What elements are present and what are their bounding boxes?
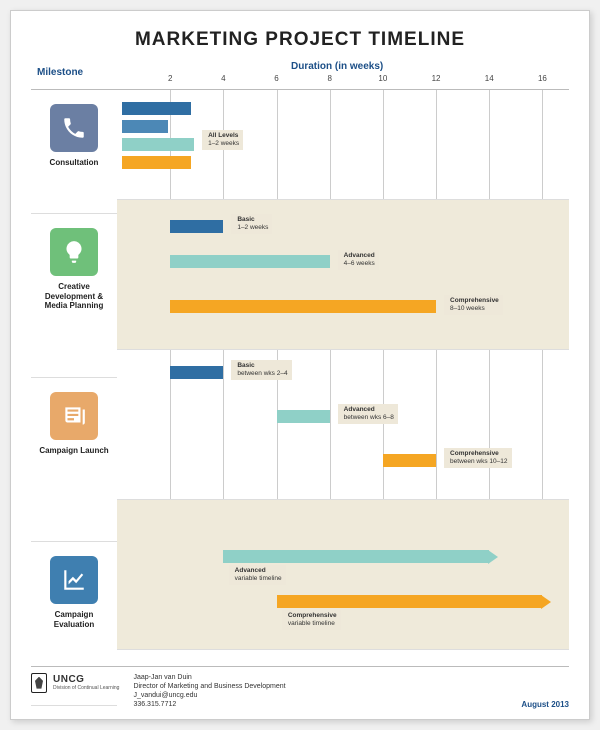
contact-email: J_vandui@uncg.edu xyxy=(133,691,285,700)
milestone-label: Campaign Evaluation xyxy=(31,610,117,637)
duration-header: Duration (in weeks) xyxy=(291,61,383,72)
bar-note: Advancedbetween wks 6–8 xyxy=(338,404,398,424)
bar-note: All Levels1–2 weeks xyxy=(202,130,243,150)
axis-tick: 4 xyxy=(221,74,225,83)
footer-date: August 2013 xyxy=(521,700,569,709)
milestone-label: Consultation xyxy=(31,158,117,176)
org-subtitle: Division of Continual Learning xyxy=(53,685,119,691)
footer: UNCG Division of Continual Learning Jaap… xyxy=(31,666,569,709)
contact-name: Jaap-Jan van Duin xyxy=(133,673,285,682)
bar-note: Basic1–2 weeks xyxy=(231,214,272,234)
gantt-bar xyxy=(170,366,223,379)
bar-arrow-icon xyxy=(488,550,498,564)
bar-note: Comprehensivevariable timeline xyxy=(282,610,341,630)
org-name: UNCG xyxy=(53,674,119,685)
gantt-bar xyxy=(122,120,167,133)
chart-icon xyxy=(50,556,98,604)
org-logo-block: UNCG Division of Continual Learning xyxy=(31,673,119,693)
axis-tick: 16 xyxy=(538,74,547,83)
contact-phone: 336.315.7712 xyxy=(133,700,285,709)
gantt-plot: 246810121416All Levels1–2 weeksBasic1–2 … xyxy=(117,90,569,649)
axis-tick: 14 xyxy=(485,74,494,83)
bar-arrow-icon xyxy=(541,595,551,609)
gantt-row: Advancedvariable timeline Comprehensiveva… xyxy=(117,500,569,650)
gantt-bar xyxy=(383,454,436,467)
gantt-bar xyxy=(170,255,330,268)
milestone-sidebar: Consultation Creative Development & Media… xyxy=(31,90,117,649)
org-logo-icon xyxy=(31,673,47,693)
milestone-header: Milestone xyxy=(37,67,83,78)
page-title: MARKETING PROJECT TIMELINE xyxy=(31,29,569,51)
bar-note: Comprehensivebetween wks 10–12 xyxy=(444,448,511,468)
axis-tick: 6 xyxy=(274,74,278,83)
gantt-bar xyxy=(277,595,543,608)
milestone-cell: Campaign Launch xyxy=(31,392,117,542)
gantt-bar xyxy=(170,300,436,313)
gantt-bar xyxy=(277,410,330,423)
page: MARKETING PROJECT TIMELINE Milestone Dur… xyxy=(10,10,590,720)
bar-note: Advancedvariable timeline xyxy=(229,565,286,585)
phone-icon xyxy=(50,104,98,152)
gantt-bar xyxy=(122,138,194,151)
gantt-bar xyxy=(122,156,191,169)
milestone-cell: Consultation xyxy=(31,104,117,214)
gantt-bar xyxy=(223,550,489,563)
gantt-chart: Consultation Creative Development & Media… xyxy=(31,89,569,649)
contact-block: Jaap-Jan van Duin Director of Marketing … xyxy=(133,673,285,709)
bar-note: Advanced4–6 weeks xyxy=(338,250,379,270)
gantt-row: Basic1–2 weeks Advanced4–6 weeks Comprehen… xyxy=(117,200,569,350)
gantt-row: Basicbetween wks 2–4 Advancedbetween wks … xyxy=(117,350,569,500)
axis-tick: 8 xyxy=(327,74,331,83)
bulb-icon xyxy=(50,228,98,276)
gantt-bar xyxy=(170,220,223,233)
axis-tick: 10 xyxy=(378,74,387,83)
gantt-bar xyxy=(122,102,191,115)
milestone-cell: Creative Development & Media Planning xyxy=(31,228,117,378)
bar-note: Basicbetween wks 2–4 xyxy=(231,360,291,380)
milestone-label: Creative Development & Media Planning xyxy=(31,282,117,319)
contact-role: Director of Marketing and Business Devel… xyxy=(133,682,285,691)
axis-tick: 2 xyxy=(168,74,172,83)
milestone-label: Campaign Launch xyxy=(31,446,117,464)
gantt-row: All Levels1–2 weeks xyxy=(117,90,569,200)
axis-tick: 12 xyxy=(432,74,441,83)
news-icon xyxy=(50,392,98,440)
bar-note: Comprehensive8–10 weeks xyxy=(444,295,503,315)
